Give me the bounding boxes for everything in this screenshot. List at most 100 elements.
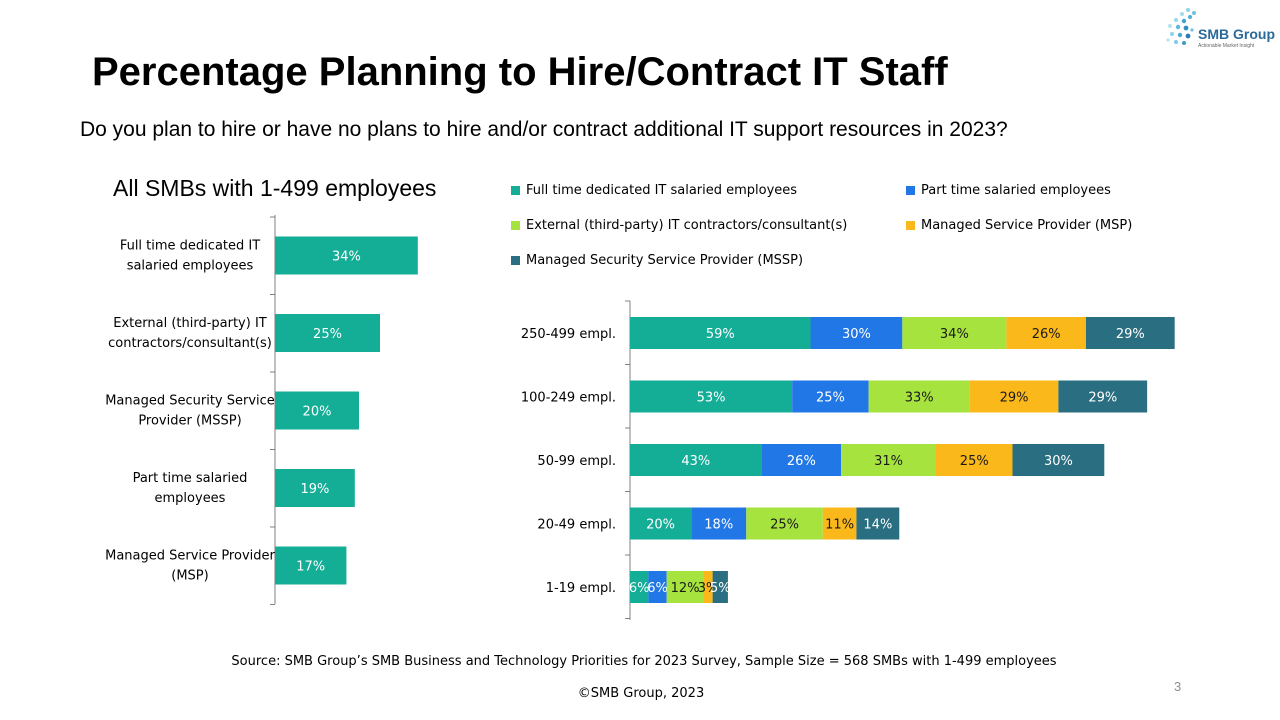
stacked-segment-label: 29% (1088, 391, 1117, 406)
logo-text: SMB Group (1198, 26, 1275, 42)
stacked-segment-label: 31% (874, 454, 903, 469)
stacked-segment-label: 34% (940, 327, 969, 342)
stacked-segment-external-third-party-it-contractors-consultant-s (666, 571, 704, 603)
right-category-label-50-99-empl: 50-99 empl. (537, 454, 616, 469)
stacked-segment-managed-security-service-provider-mssp (856, 507, 900, 540)
stacked-segment-label: 26% (787, 454, 816, 469)
legend-swatch-mssp (511, 256, 520, 265)
source-note: Source: SMB Group’s SMB Business and Tec… (231, 654, 1057, 669)
left-bar-part-time-salaried-employees (275, 469, 355, 507)
stacked-segment-full-time-dedicated-it-salaried-employees (630, 444, 762, 476)
legend-item-part-time: Part time salaried employees (906, 183, 1111, 198)
stacked-segment-managed-service-provider-msp (703, 571, 713, 603)
stacked-segment-external-third-party-it-contractors-consultant-s (841, 444, 936, 476)
stacked-segment-label: 30% (842, 327, 871, 342)
legend-swatch-msp (906, 221, 915, 230)
page-number: 3 (1174, 679, 1182, 694)
left-bar-managed-security-service-provider-mssp (275, 391, 359, 430)
legend-item-mssp: Managed Security Service Provider (MSSP) (511, 253, 803, 268)
left-category-label: Part time salaried (133, 471, 248, 486)
stacked-segment-full-time-dedicated-it-salaried-employees (630, 317, 811, 349)
stacked-segment-managed-service-provider-msp (936, 444, 1013, 476)
right-category-label-1-19-empl: 1-19 empl. (546, 581, 616, 596)
stacked-segment-managed-service-provider-msp (969, 380, 1059, 413)
stacked-segment-external-third-party-it-contractors-consultant-s (868, 380, 970, 413)
stacked-segment-external-third-party-it-contractors-consultant-s (746, 507, 823, 540)
page-title: Percentage Planning to Hire/Contract IT … (92, 50, 948, 94)
smb-group-logo: SMB Group Actionable Market Insight (1164, 6, 1275, 52)
stacked-segment-managed-service-provider-msp (1006, 317, 1086, 349)
stacked-segment-full-time-dedicated-it-salaried-employees (630, 380, 793, 413)
logo-dots-icon (1166, 8, 1196, 45)
legend-swatch-external (511, 221, 520, 230)
stacked-segment-label: 53% (697, 391, 726, 406)
stacked-segment-label: 29% (1000, 391, 1029, 406)
stacked-segment-managed-security-service-provider-mssp (1012, 444, 1105, 476)
left-chart-title: All SMBs with 1-499 employees (113, 175, 437, 201)
stacked-segment-label: 5% (710, 581, 731, 596)
legend-label-external: External (third-party) IT contractors/co… (526, 218, 848, 233)
legend-label-part-time: Part time salaried employees (921, 183, 1111, 198)
stacked-segment-label: 25% (770, 518, 799, 533)
left-bar-external-third-party-it-contractors-consultant-s (275, 314, 380, 352)
legend-label-mssp: Managed Security Service Provider (MSSP) (526, 253, 804, 268)
left-category-label: employees (155, 491, 226, 506)
stacked-segment-label: 18% (704, 518, 733, 533)
legend-item-external: External (third-party) IT contractors/co… (511, 218, 847, 233)
stacked-segment-part-time-salaried-employees (792, 380, 869, 413)
legend-label-full-time: Full time dedicated IT salaried employee… (526, 183, 798, 198)
stacked-segment-label: 25% (816, 391, 845, 406)
left-category-label: Full time dedicated IT (120, 239, 260, 254)
stacked-segment-part-time-salaried-employees (761, 444, 842, 476)
left-category-label: External (third-party) IT (113, 316, 267, 331)
left-bar-label: 34% (332, 250, 361, 265)
right-category-label-20-49-empl: 20-49 empl. (537, 518, 616, 533)
stacked-segment-part-time-salaried-employees (648, 571, 667, 603)
stacked-segment-full-time-dedicated-it-salaried-employees (630, 507, 692, 540)
stacked-segment-label: 29% (1116, 327, 1145, 342)
left-category-label: Provider (MSSP) (138, 414, 241, 429)
left-bar-label: 20% (303, 405, 332, 420)
legend-item-msp: Managed Service Provider (MSP) (906, 218, 1132, 233)
stacked-segment-external-third-party-it-contractors-consultant-s (902, 317, 1007, 349)
stacked-segment-label: 11% (825, 518, 854, 533)
page-subtitle: Do you plan to hire or have no plans to … (80, 118, 1008, 141)
legend-swatch-full-time (511, 186, 520, 195)
stacked-segment-managed-security-service-provider-mssp (712, 571, 728, 603)
stacked-segment-label: 14% (863, 518, 892, 533)
left-bar-full-time-dedicated-it-salaried-employees (275, 236, 418, 275)
right-category-label-250-499-empl: 250-499 empl. (521, 327, 616, 342)
stacked-segment-label: 25% (960, 454, 989, 469)
stacked-segment-label: 20% (646, 518, 675, 533)
stacked-segment-full-time-dedicated-it-salaried-employees (630, 571, 649, 603)
stacked-segment-part-time-salaried-employees (691, 507, 747, 540)
legend-label-msp: Managed Service Provider (MSP) (921, 218, 1133, 233)
stacked-segment-label: 12% (671, 581, 700, 596)
left-bar-label: 25% (313, 327, 342, 342)
copyright-note: ©SMB Group, 2023 (577, 686, 705, 701)
left-category-label: Managed Security Service (105, 394, 275, 409)
stacked-segment-label: 30% (1044, 454, 1073, 469)
left-bar-label: 17% (296, 560, 325, 575)
left-category-label: contractors/consultant(s) (108, 336, 272, 351)
legend-swatch-part-time (906, 186, 915, 195)
left-bar-label: 19% (300, 482, 329, 497)
stacked-segment-part-time-salaried-employees (810, 317, 903, 349)
logo-tagline: Actionable Market Insight (1198, 43, 1255, 49)
stacked-segment-managed-service-provider-msp (822, 507, 857, 540)
legend-item-full-time: Full time dedicated IT salaried employee… (511, 183, 797, 198)
stacked-segment-managed-security-service-provider-mssp (1058, 380, 1148, 413)
right-category-label-100-249-empl: 100-249 empl. (521, 391, 616, 406)
left-bar-managed-service-provider-msp (275, 546, 347, 585)
stacked-segment-label: 26% (1032, 327, 1061, 342)
stacked-segment-managed-security-service-provider-mssp (1085, 317, 1175, 349)
left-category-label: Managed Service Provider (105, 549, 275, 564)
stacked-segment-label: 6% (629, 581, 650, 596)
stacked-segment-label: 6% (647, 581, 668, 596)
stacked-segment-label: 33% (905, 391, 934, 406)
left-category-label: (MSP) (171, 569, 208, 584)
left-category-label: salaried employees (127, 259, 254, 274)
stacked-segment-label: 59% (706, 327, 735, 342)
stacked-segment-label: 43% (681, 454, 710, 469)
